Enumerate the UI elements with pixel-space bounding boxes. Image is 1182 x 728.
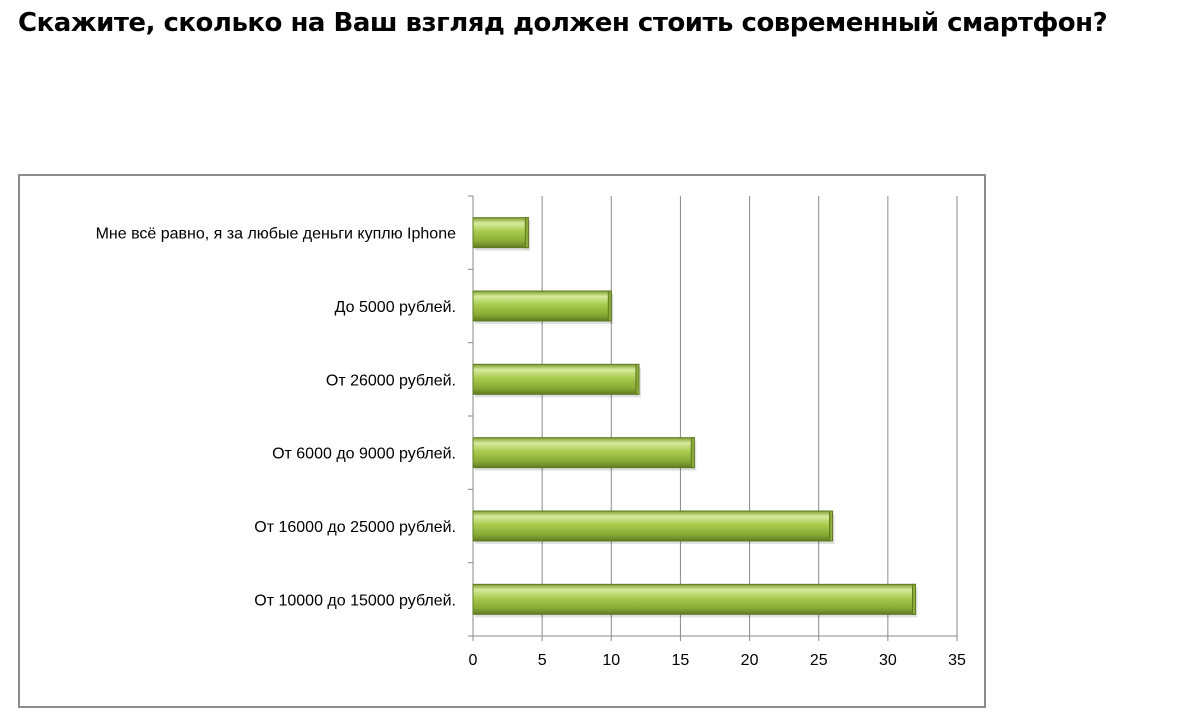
bar-body — [472, 290, 612, 322]
bar-body — [472, 510, 834, 542]
x-tick-label: 25 — [810, 652, 828, 669]
bar-cap — [829, 510, 834, 542]
category-label: От 26000 рублей. — [326, 372, 456, 389]
x-tick-label: 15 — [672, 652, 690, 669]
x-tick-label: 30 — [879, 652, 897, 669]
bar-body — [472, 217, 529, 249]
x-tick-label: 10 — [602, 652, 620, 669]
bar — [472, 217, 531, 251]
bar — [472, 290, 614, 324]
category-label: От 16000 до 25000 рублей. — [254, 519, 456, 536]
x-tick-label: 5 — [538, 652, 547, 669]
category-label: От 10000 до 15000 рублей. — [254, 592, 456, 609]
bar-chart: 0 5 10 15 20 25 30 35 От 10000 до 15000 рублей. О… — [96, 195, 966, 669]
category-label: От 6000 до 9000 рублей. — [272, 446, 456, 463]
chart-frame: 0 5 10 15 20 25 30 35 От 10000 до 15000 рублей. О… — [18, 174, 986, 708]
bar-body — [472, 583, 917, 615]
bar-cap — [912, 583, 917, 615]
bar-cap — [690, 437, 695, 469]
page-title: Скажите, сколько на Ваш взгляд должен ст… — [18, 8, 1108, 38]
x-tick-label: 0 — [469, 652, 478, 669]
bar-cap — [607, 290, 612, 322]
bar — [472, 363, 641, 398]
x-tick-label: 35 — [948, 652, 966, 669]
bar-body — [472, 363, 640, 395]
x-tick-label: 20 — [741, 652, 759, 669]
bar-cap — [635, 363, 640, 395]
category-label: Мне всё равно, я за любые деньги куплю I… — [96, 226, 457, 243]
bar-body — [472, 437, 695, 469]
category-label: До 5000 рублей. — [335, 299, 456, 316]
bar — [472, 437, 697, 471]
bar — [472, 583, 918, 618]
bar-cap — [524, 217, 529, 249]
bar — [472, 510, 835, 544]
